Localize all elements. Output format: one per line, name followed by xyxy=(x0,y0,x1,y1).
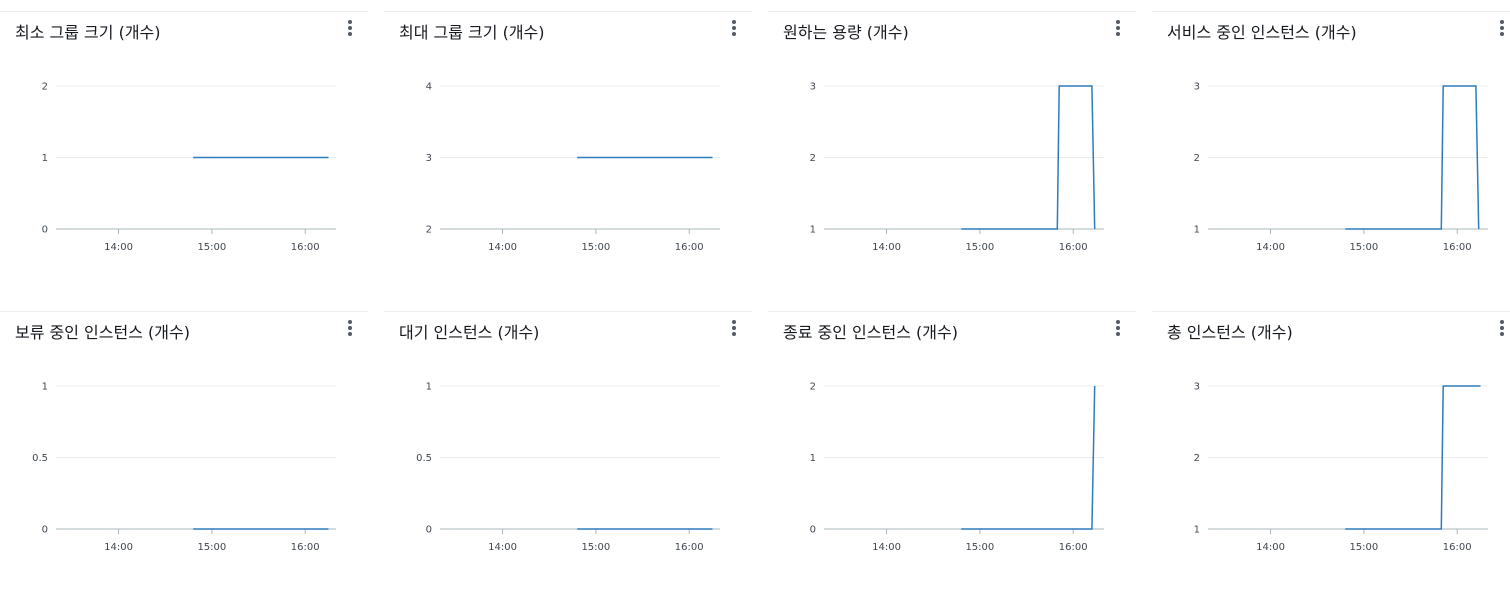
panel-divider xyxy=(1152,311,1510,312)
x-tick-label: 14:00 xyxy=(1256,242,1285,253)
metric-panel: 종료 중인 인스턴스 (개수) 0 1 2 14:00 15:00 16:00 xyxy=(768,300,1152,600)
metric-panel: 총 인스턴스 (개수) 1 2 3 14:00 15:00 16:00 xyxy=(1152,300,1510,600)
x-tick-label: 15:00 xyxy=(965,542,994,553)
line-chart: 0 0.5 1 14:00 15:00 16:00 xyxy=(416,382,720,553)
metric-panel: 최소 그룹 크기 (개수) 0 1 2 14:00 15:00 16:00 xyxy=(0,0,384,300)
x-tick-label: 15:00 xyxy=(581,542,610,553)
series-line xyxy=(1345,385,1481,530)
x-tick-label: 16:00 xyxy=(291,242,320,253)
x-tick-label: 15:00 xyxy=(581,242,610,253)
series-line xyxy=(961,385,1096,530)
y-tick-label: 1 xyxy=(42,153,48,164)
y-tick-label: 3 xyxy=(810,82,816,93)
y-tick-label: 3 xyxy=(1194,382,1200,393)
panel-divider xyxy=(384,11,752,12)
vertical-ellipsis-icon[interactable] xyxy=(1113,20,1123,36)
x-tick-label: 16:00 xyxy=(675,242,704,253)
y-tick-label: 3 xyxy=(426,153,432,164)
line-chart: 0 1 2 14:00 15:00 16:00 xyxy=(810,382,1104,553)
panel-title: 보류 중인 인스턴스 (개수) xyxy=(15,323,190,342)
vertical-ellipsis-icon[interactable] xyxy=(1113,320,1123,336)
line-chart: 1 2 3 14:00 15:00 16:00 xyxy=(810,82,1104,253)
x-tick-label: 15:00 xyxy=(197,542,226,553)
y-tick-label: 0.5 xyxy=(416,453,432,464)
x-tick-label: 14:00 xyxy=(104,542,133,553)
x-tick-label: 14:00 xyxy=(488,242,517,253)
y-tick-label: 2 xyxy=(810,153,816,164)
metric-panel: 대기 인스턴스 (개수) 0 0.5 1 14:00 15:00 16:00 xyxy=(384,300,768,600)
x-tick-label: 14:00 xyxy=(488,542,517,553)
metric-panel: 서비스 중인 인스턴스 (개수) 1 2 3 14:00 15:00 16:00 xyxy=(1152,0,1510,300)
y-tick-label: 2 xyxy=(42,82,48,93)
y-tick-label: 0 xyxy=(810,525,816,536)
panel-divider xyxy=(768,11,1136,12)
panel-divider xyxy=(768,311,1136,312)
x-tick-label: 16:00 xyxy=(1443,242,1472,253)
y-tick-label: 2 xyxy=(1194,153,1200,164)
line-chart: 0 0.5 1 14:00 15:00 16:00 xyxy=(32,382,336,553)
x-tick-label: 15:00 xyxy=(197,242,226,253)
line-chart: 0 1 2 14:00 15:00 16:00 xyxy=(42,82,336,253)
x-tick-label: 14:00 xyxy=(872,542,901,553)
x-tick-label: 16:00 xyxy=(1059,542,1088,553)
panel-title: 원하는 용량 (개수) xyxy=(783,23,909,42)
panel-title: 총 인스턴스 (개수) xyxy=(1167,323,1293,342)
vertical-ellipsis-icon[interactable] xyxy=(345,320,355,336)
panel-title: 종료 중인 인스턴스 (개수) xyxy=(783,323,958,342)
panel-title: 서비스 중인 인스턴스 (개수) xyxy=(1167,23,1357,42)
y-tick-label: 2 xyxy=(1194,453,1200,464)
y-tick-label: 2 xyxy=(810,382,816,393)
line-chart: 2 3 4 14:00 15:00 16:00 xyxy=(426,82,720,253)
y-tick-label: 0 xyxy=(426,525,432,536)
panel-divider xyxy=(1152,11,1510,12)
x-tick-label: 14:00 xyxy=(1256,542,1285,553)
y-tick-label: 4 xyxy=(426,82,432,93)
series-line xyxy=(1345,85,1480,230)
vertical-ellipsis-icon[interactable] xyxy=(729,320,739,336)
x-tick-label: 16:00 xyxy=(291,542,320,553)
x-tick-label: 15:00 xyxy=(1349,542,1378,553)
y-tick-label: 0 xyxy=(42,225,48,236)
metrics-grid: 최소 그룹 크기 (개수) 0 1 2 14:00 15:00 16:00 최대 그룹 크기 … xyxy=(0,0,1510,553)
panel-title: 최소 그룹 크기 (개수) xyxy=(15,23,161,42)
y-tick-label: 0 xyxy=(42,525,48,536)
y-tick-label: 3 xyxy=(1194,82,1200,93)
metric-panel: 원하는 용량 (개수) 1 2 3 14:00 15:00 16:00 xyxy=(768,0,1152,300)
series-line xyxy=(961,85,1096,230)
vertical-ellipsis-icon[interactable] xyxy=(1497,320,1507,336)
vertical-ellipsis-icon[interactable] xyxy=(1497,20,1507,36)
x-tick-label: 15:00 xyxy=(1349,242,1378,253)
x-tick-label: 15:00 xyxy=(965,242,994,253)
panel-title: 대기 인스턴스 (개수) xyxy=(399,323,540,342)
line-chart: 1 2 3 14:00 15:00 16:00 xyxy=(1194,82,1488,253)
y-tick-label: 2 xyxy=(426,225,432,236)
panel-divider xyxy=(0,11,368,12)
y-tick-label: 1 xyxy=(810,453,816,464)
x-tick-label: 14:00 xyxy=(872,242,901,253)
x-tick-label: 16:00 xyxy=(675,542,704,553)
y-tick-label: 1 xyxy=(426,382,432,393)
x-tick-label: 16:00 xyxy=(1443,542,1472,553)
vertical-ellipsis-icon[interactable] xyxy=(345,20,355,36)
y-tick-label: 1 xyxy=(810,225,816,236)
panel-divider xyxy=(384,311,752,312)
y-tick-label: 1 xyxy=(1194,225,1200,236)
x-tick-label: 14:00 xyxy=(104,242,133,253)
metric-panel: 최대 그룹 크기 (개수) 2 3 4 14:00 15:00 16:00 xyxy=(384,0,768,300)
y-tick-label: 1 xyxy=(42,382,48,393)
y-tick-label: 0.5 xyxy=(32,453,48,464)
metric-panel: 보류 중인 인스턴스 (개수) 0 0.5 1 14:00 15:00 16:00 xyxy=(0,300,384,600)
y-tick-label: 1 xyxy=(1194,525,1200,536)
panel-divider xyxy=(0,311,368,312)
vertical-ellipsis-icon[interactable] xyxy=(729,20,739,36)
panel-title: 최대 그룹 크기 (개수) xyxy=(399,23,545,42)
x-tick-label: 16:00 xyxy=(1059,242,1088,253)
line-chart: 1 2 3 14:00 15:00 16:00 xyxy=(1194,382,1488,553)
